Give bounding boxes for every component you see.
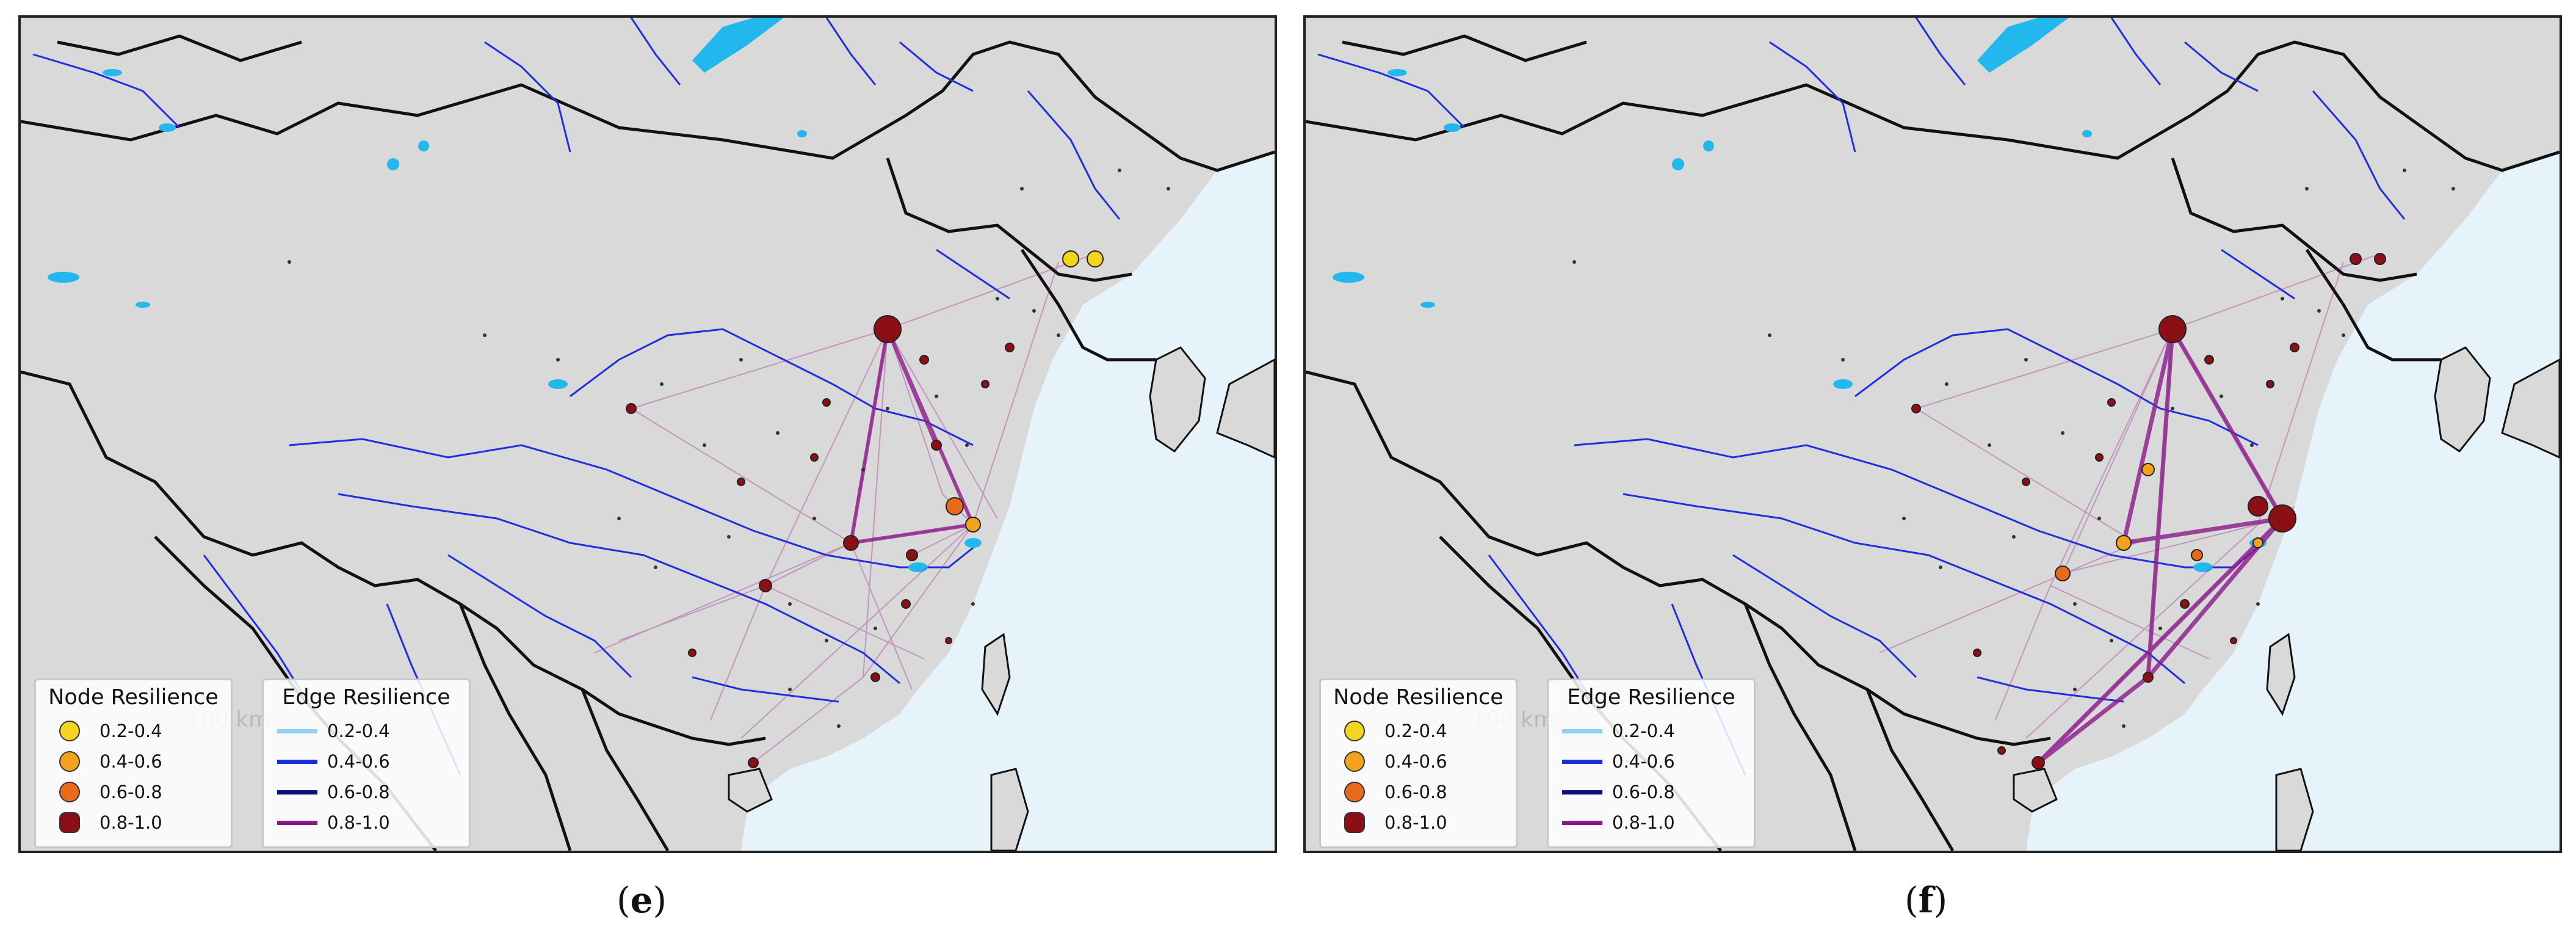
luzon-island	[2275, 768, 2314, 851]
land-mass	[21, 18, 1275, 851]
node-legend-title: Node Resilience	[48, 685, 219, 710]
node-swatch	[1344, 721, 1365, 741]
japan-island	[1216, 358, 1275, 459]
map-panel-e: 100 km Node Resilience 0.2-0.4 0.4-0.6 0…	[18, 15, 1277, 853]
node-resilience-legend: Node Resilience 0.2-0.4 0.4-0.6 0.6-0.8 …	[34, 678, 233, 848]
hainan-island	[728, 768, 773, 813]
hainan-island	[2013, 768, 2058, 813]
node-legend-label: 0.4-0.6	[1384, 751, 1447, 772]
node-legend-item: 0.6-0.8	[1333, 779, 1447, 805]
lakes	[48, 18, 982, 572]
edge-legend-item: 0.2-0.4	[276, 718, 390, 744]
edge-legend-item: 0.8-1.0	[276, 810, 390, 835]
edge-legend-label: 0.2-0.4	[1612, 721, 1675, 741]
node-legend-label: 0.4-0.6	[99, 751, 162, 772]
edge-resilience-legend: Edge Resilience 0.2-0.4 0.4-0.6 0.6-0.8 …	[262, 678, 471, 848]
node-legend-title: Node Resilience	[1333, 685, 1503, 710]
taiwan-island	[981, 633, 1011, 716]
node-legend-item: 0.2-0.4	[48, 718, 162, 744]
edge-swatch	[277, 729, 317, 733]
node-legend-label: 0.8-1.0	[1384, 812, 1447, 833]
edge-legend-item: 0.2-0.4	[1561, 718, 1675, 744]
caption-f-letter: f	[1918, 879, 1934, 921]
edge-legend-title: Edge Resilience	[282, 685, 450, 710]
edge-legend-item: 0.8-1.0	[1561, 810, 1675, 835]
edge-legend-label: 0.6-0.8	[1612, 782, 1675, 802]
edge-legend-label: 0.4-0.6	[1612, 751, 1675, 772]
node-legend-label: 0.6-0.8	[99, 782, 162, 802]
node-legend-item: 0.8-1.0	[1333, 810, 1447, 835]
network-edges	[594, 255, 1090, 763]
network-edges-strong	[849, 328, 975, 545]
node-legend-label: 0.8-1.0	[99, 812, 162, 833]
node-swatch	[59, 751, 80, 772]
edge-swatch	[1562, 821, 1602, 825]
node-legend-item: 0.6-0.8	[48, 779, 162, 805]
map-canvas-f	[1306, 18, 2560, 851]
node-resilience-legend: Node Resilience 0.2-0.4 0.4-0.6 0.6-0.8 …	[1319, 678, 1518, 848]
map-panel-f: 100 km Node Resilience 0.2-0.4 0.4-0.6 0…	[1303, 15, 2562, 853]
node-legend-item: 0.4-0.6	[48, 749, 162, 774]
edge-legend-item: 0.4-0.6	[276, 749, 390, 774]
edge-legend-label: 0.2-0.4	[327, 721, 390, 741]
lakes	[1333, 18, 2267, 572]
edge-legend-item: 0.6-0.8	[1561, 779, 1675, 805]
taiwan-island	[2266, 633, 2296, 716]
node-swatch	[1344, 751, 1365, 772]
korea-peninsula	[1149, 346, 1206, 453]
edge-resilience-legend: Edge Resilience 0.2-0.4 0.4-0.6 0.6-0.8 …	[1547, 678, 1756, 848]
map-canvas-e	[21, 18, 1275, 851]
edge-swatch	[277, 790, 317, 794]
network-minor-nodes	[1572, 169, 2455, 728]
japan-island	[2501, 358, 2560, 459]
node-swatch	[59, 782, 80, 802]
node-swatch	[59, 721, 80, 741]
edge-legend-title: Edge Resilience	[1567, 685, 1735, 710]
network-nodes	[626, 250, 1104, 768]
luzon-island	[990, 768, 1029, 851]
edge-swatch	[1562, 790, 1602, 794]
country-borders	[21, 34, 1275, 851]
node-swatch	[1344, 812, 1365, 833]
node-swatch	[59, 812, 80, 833]
node-legend-label: 0.6-0.8	[1384, 782, 1447, 802]
node-legend-label: 0.2-0.4	[99, 721, 162, 741]
node-legend-item: 0.4-0.6	[1333, 749, 1447, 774]
land-mass	[1306, 18, 2560, 851]
korea-peninsula	[2434, 346, 2491, 453]
node-swatch	[1344, 782, 1365, 802]
edge-legend-label: 0.8-1.0	[327, 812, 390, 833]
edge-legend-item: 0.4-0.6	[1561, 749, 1675, 774]
network-minor-nodes	[288, 169, 1170, 728]
edge-swatch	[277, 821, 317, 825]
edge-swatch	[1562, 729, 1602, 733]
edge-legend-item: 0.6-0.8	[276, 779, 390, 805]
edge-legend-label: 0.6-0.8	[327, 782, 390, 802]
edge-legend-label: 0.4-0.6	[327, 751, 390, 772]
network-nodes	[1911, 253, 2386, 769]
caption-e: (e)	[617, 879, 667, 921]
caption-f: (f)	[1905, 879, 1948, 921]
node-legend-item: 0.8-1.0	[48, 810, 162, 835]
caption-e-letter: e	[630, 879, 653, 921]
edge-swatch	[277, 760, 317, 764]
node-legend-item: 0.2-0.4	[1333, 718, 1447, 744]
edge-legend-label: 0.8-1.0	[1612, 812, 1675, 833]
edge-swatch	[1562, 760, 1602, 764]
node-legend-label: 0.2-0.4	[1384, 721, 1447, 741]
